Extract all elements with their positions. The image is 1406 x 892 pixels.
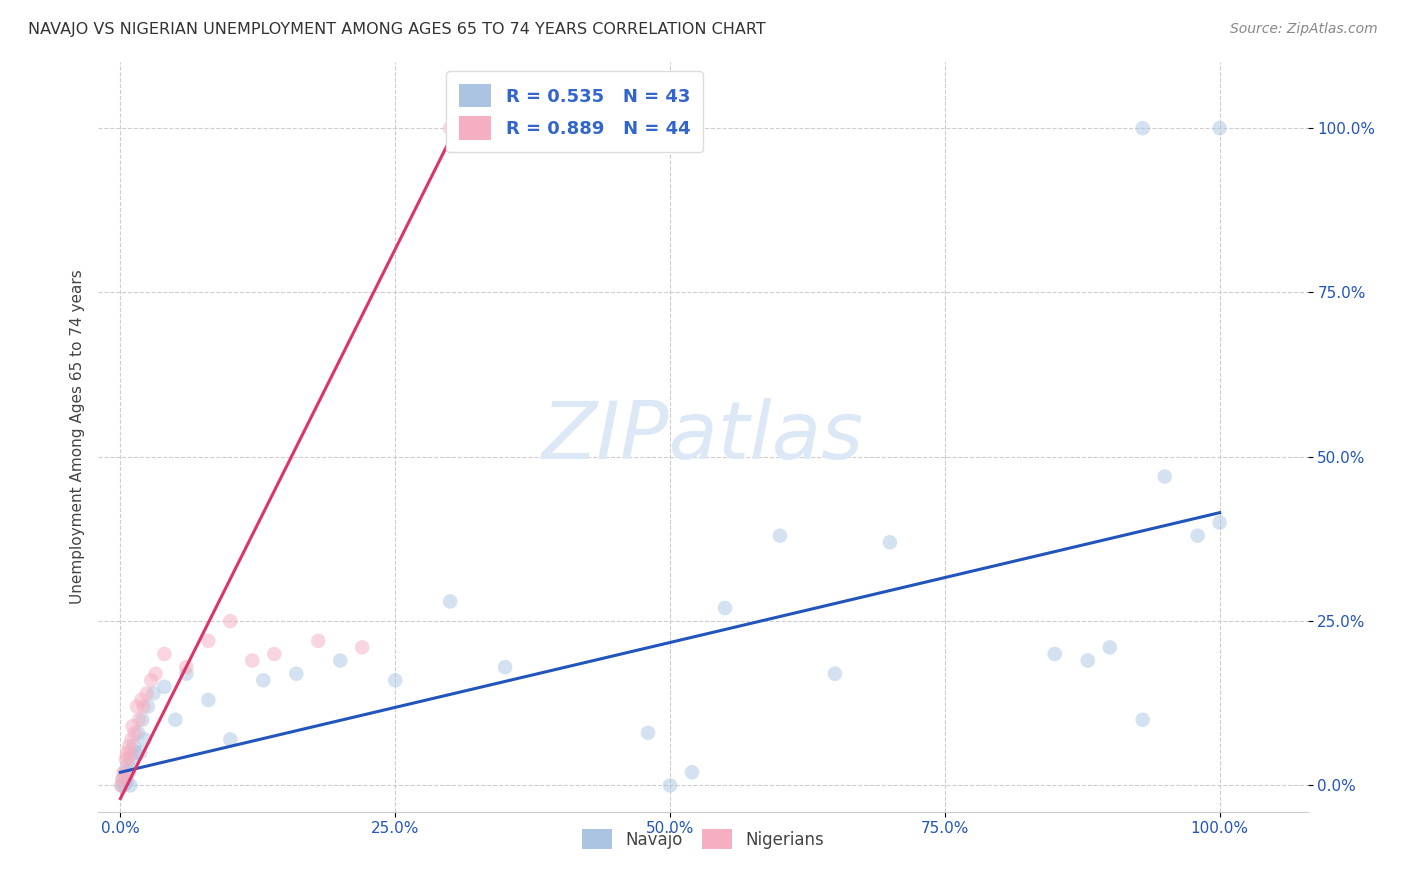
- Point: [145, 666, 167, 681]
- Point: [117, 752, 139, 766]
- Point: [120, 752, 142, 766]
- Point: [352, 640, 374, 655]
- Point: [129, 746, 152, 760]
- Point: [111, 772, 134, 786]
- Point: [120, 779, 142, 793]
- Point: [329, 654, 352, 668]
- Point: [263, 647, 285, 661]
- Point: [176, 666, 198, 681]
- Point: [110, 779, 132, 793]
- Point: [165, 713, 187, 727]
- Point: [141, 673, 163, 688]
- Point: [1077, 654, 1099, 668]
- Point: [1153, 469, 1175, 483]
- Point: [307, 633, 329, 648]
- Legend: Navajo, Nigerians: Navajo, Nigerians: [575, 822, 831, 855]
- Text: ZIPatlas: ZIPatlas: [541, 398, 865, 476]
- Point: [197, 693, 219, 707]
- Point: [131, 713, 153, 727]
- Point: [112, 779, 135, 793]
- Point: [252, 673, 274, 688]
- Point: [120, 746, 142, 760]
- Point: [1043, 647, 1066, 661]
- Point: [136, 699, 159, 714]
- Point: [115, 746, 138, 760]
- Point: [681, 765, 703, 780]
- Point: [494, 660, 516, 674]
- Point: [1132, 713, 1154, 727]
- Point: [659, 779, 682, 793]
- Point: [714, 601, 737, 615]
- Point: [384, 673, 406, 688]
- Point: [115, 752, 138, 766]
- Point: [1208, 121, 1230, 136]
- Point: [120, 732, 142, 747]
- Point: [153, 680, 176, 694]
- Point: [122, 739, 145, 753]
- Point: [240, 654, 263, 668]
- Point: [176, 660, 198, 674]
- Point: [824, 666, 846, 681]
- Point: [128, 713, 150, 727]
- Point: [118, 739, 141, 753]
- Point: [114, 768, 136, 782]
- Point: [135, 686, 157, 700]
- Point: [112, 765, 135, 780]
- Point: [142, 686, 165, 700]
- Point: [125, 746, 148, 760]
- Point: [124, 726, 146, 740]
- Point: [637, 726, 659, 740]
- Y-axis label: Unemployment Among Ages 65 to 74 years: Unemployment Among Ages 65 to 74 years: [69, 269, 84, 605]
- Point: [285, 666, 308, 681]
- Point: [879, 535, 901, 549]
- Point: [219, 732, 242, 747]
- Point: [439, 594, 461, 608]
- Point: [153, 647, 176, 661]
- Point: [1132, 121, 1154, 136]
- Text: NAVAJO VS NIGERIAN UNEMPLOYMENT AMONG AGES 65 TO 74 YEARS CORRELATION CHART: NAVAJO VS NIGERIAN UNEMPLOYMENT AMONG AG…: [28, 22, 766, 37]
- Point: [219, 614, 242, 628]
- Point: [439, 121, 461, 136]
- Point: [115, 775, 138, 789]
- Point: [110, 779, 132, 793]
- Point: [125, 699, 148, 714]
- Point: [129, 693, 152, 707]
- Point: [115, 772, 138, 786]
- Point: [1208, 516, 1230, 530]
- Point: [1187, 529, 1209, 543]
- Point: [118, 765, 141, 780]
- Point: [134, 732, 156, 747]
- Point: [117, 758, 139, 772]
- Point: [127, 726, 149, 740]
- Text: Source: ZipAtlas.com: Source: ZipAtlas.com: [1230, 22, 1378, 37]
- Point: [132, 699, 155, 714]
- Point: [121, 719, 143, 733]
- Point: [114, 765, 136, 780]
- Point: [1098, 640, 1121, 655]
- Point: [197, 633, 219, 648]
- Point: [769, 529, 792, 543]
- Point: [111, 772, 134, 786]
